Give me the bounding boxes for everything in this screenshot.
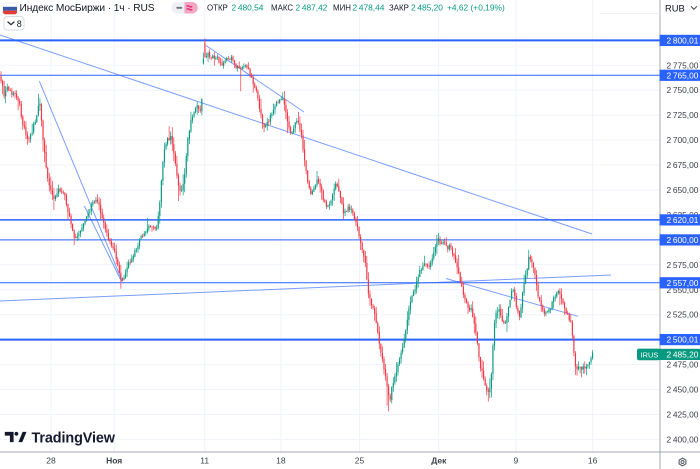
svg-text:2 550,00: 2 550,00 bbox=[667, 285, 699, 295]
svg-text:2 478,44: 2 478,44 bbox=[353, 3, 385, 13]
svg-text:2 800,01: 2 800,01 bbox=[667, 36, 699, 46]
svg-text:Ноя: Ноя bbox=[106, 456, 122, 466]
svg-text:+4,62 (+0,19%): +4,62 (+0,19%) bbox=[447, 3, 505, 13]
svg-text:2 485,20: 2 485,20 bbox=[411, 3, 443, 13]
svg-text:2 400,00: 2 400,00 bbox=[667, 434, 699, 444]
svg-text:2 620,01: 2 620,01 bbox=[667, 215, 699, 225]
svg-text:2 480,54: 2 480,54 bbox=[232, 3, 264, 13]
svg-text:2 675,00: 2 675,00 bbox=[667, 160, 699, 170]
svg-text:2 500,01: 2 500,01 bbox=[667, 335, 699, 345]
svg-text:9: 9 bbox=[514, 456, 519, 466]
svg-text:Индекс МосБиржи · 1ч · RUS: Индекс МосБиржи · 1ч · RUS bbox=[20, 3, 155, 14]
svg-text:2 525,00: 2 525,00 bbox=[667, 310, 699, 320]
svg-text:18: 18 bbox=[276, 456, 286, 466]
svg-text:8: 8 bbox=[17, 19, 22, 29]
svg-text:2 700,00: 2 700,00 bbox=[667, 135, 699, 145]
svg-text:2 450,00: 2 450,00 bbox=[667, 385, 699, 395]
svg-text:2 487,42: 2 487,42 bbox=[296, 3, 328, 13]
svg-text:2 650,00: 2 650,00 bbox=[667, 185, 699, 195]
svg-text:TradingView: TradingView bbox=[32, 430, 116, 446]
svg-text:2 775,00: 2 775,00 bbox=[667, 60, 699, 70]
svg-text:МАКС: МАКС bbox=[271, 4, 293, 13]
svg-text:ЗАКР: ЗАКР bbox=[389, 4, 409, 13]
svg-text:ОТКР: ОТКР bbox=[207, 4, 228, 13]
svg-text:RUB: RUB bbox=[665, 2, 685, 13]
svg-text:2 750,00: 2 750,00 bbox=[667, 85, 699, 95]
svg-text:2 765,00: 2 765,00 bbox=[667, 70, 699, 80]
svg-text:2 725,00: 2 725,00 bbox=[667, 110, 699, 120]
svg-text:2 600,00: 2 600,00 bbox=[667, 235, 699, 245]
svg-text:11: 11 bbox=[200, 456, 209, 466]
svg-text:25: 25 bbox=[355, 456, 365, 466]
svg-text:2 575,00: 2 575,00 bbox=[667, 260, 699, 270]
svg-text:2 425,00: 2 425,00 bbox=[667, 410, 699, 420]
svg-text:2 485,20: 2 485,20 bbox=[667, 350, 699, 360]
svg-text:МИН: МИН bbox=[333, 4, 351, 13]
svg-text:16: 16 bbox=[588, 456, 598, 466]
svg-text:2 475,00: 2 475,00 bbox=[667, 360, 699, 370]
svg-text:2 557,00: 2 557,00 bbox=[667, 278, 699, 288]
svg-text:IRUS: IRUS bbox=[641, 350, 659, 359]
svg-text:28: 28 bbox=[46, 456, 56, 466]
svg-text:Дек: Дек bbox=[431, 456, 447, 466]
